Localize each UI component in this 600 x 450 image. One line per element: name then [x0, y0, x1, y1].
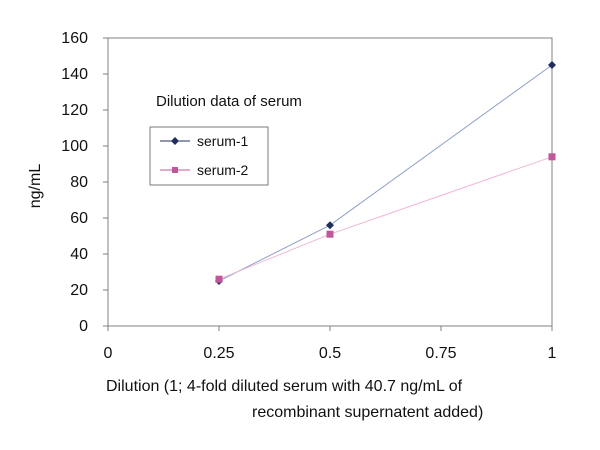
point-serum-2: [548, 153, 556, 161]
legend-label-serum-2: serum-2: [197, 162, 249, 178]
x-tick-label: 0.5: [319, 345, 341, 362]
y-tick-label: 160: [61, 30, 88, 47]
legend-marker-serum-1: [171, 137, 179, 145]
legend: serum-1 serum-2: [149, 126, 269, 186]
x-tick-label: 0: [104, 345, 113, 362]
y-tick-label: 140: [61, 66, 88, 83]
series-layer: [215, 61, 556, 285]
legend-label-serum-1: serum-1: [197, 133, 249, 149]
x-axis-label-line-1: Dilution (1; 4-fold diluted serum with 4…: [106, 378, 463, 395]
x-tick-label: 1: [548, 345, 557, 362]
x-tick-label: 0.25: [203, 345, 234, 362]
point-serum-1: [548, 61, 556, 69]
y-axis-label: ng/mL: [27, 164, 44, 209]
x-axis-label-line-2: recombinant supernatent added): [252, 404, 483, 421]
point-serum-1: [326, 221, 334, 230]
y-tick-label: 40: [70, 246, 88, 263]
point-serum-2: [215, 275, 223, 283]
x-tick-label: 0.75: [425, 345, 456, 362]
point-serum-2: [326, 230, 334, 238]
y-tick-label: 0: [79, 318, 88, 335]
legend-marker-serum-2: [172, 167, 178, 173]
y-tick-label: 100: [61, 138, 88, 155]
x-axis-ticks: 0 0.25 0.5 0.75 1: [104, 326, 557, 362]
legend-box: [149, 126, 269, 186]
y-axis-ticks: 0 20 40 60 80 100 120 140 160: [61, 30, 108, 335]
y-tick-label: 80: [70, 174, 88, 191]
chart-annotation: Dilution data of serum: [156, 93, 302, 110]
y-tick-label: 20: [70, 282, 88, 299]
y-tick-label: 60: [70, 210, 88, 227]
y-tick-label: 120: [61, 102, 88, 119]
